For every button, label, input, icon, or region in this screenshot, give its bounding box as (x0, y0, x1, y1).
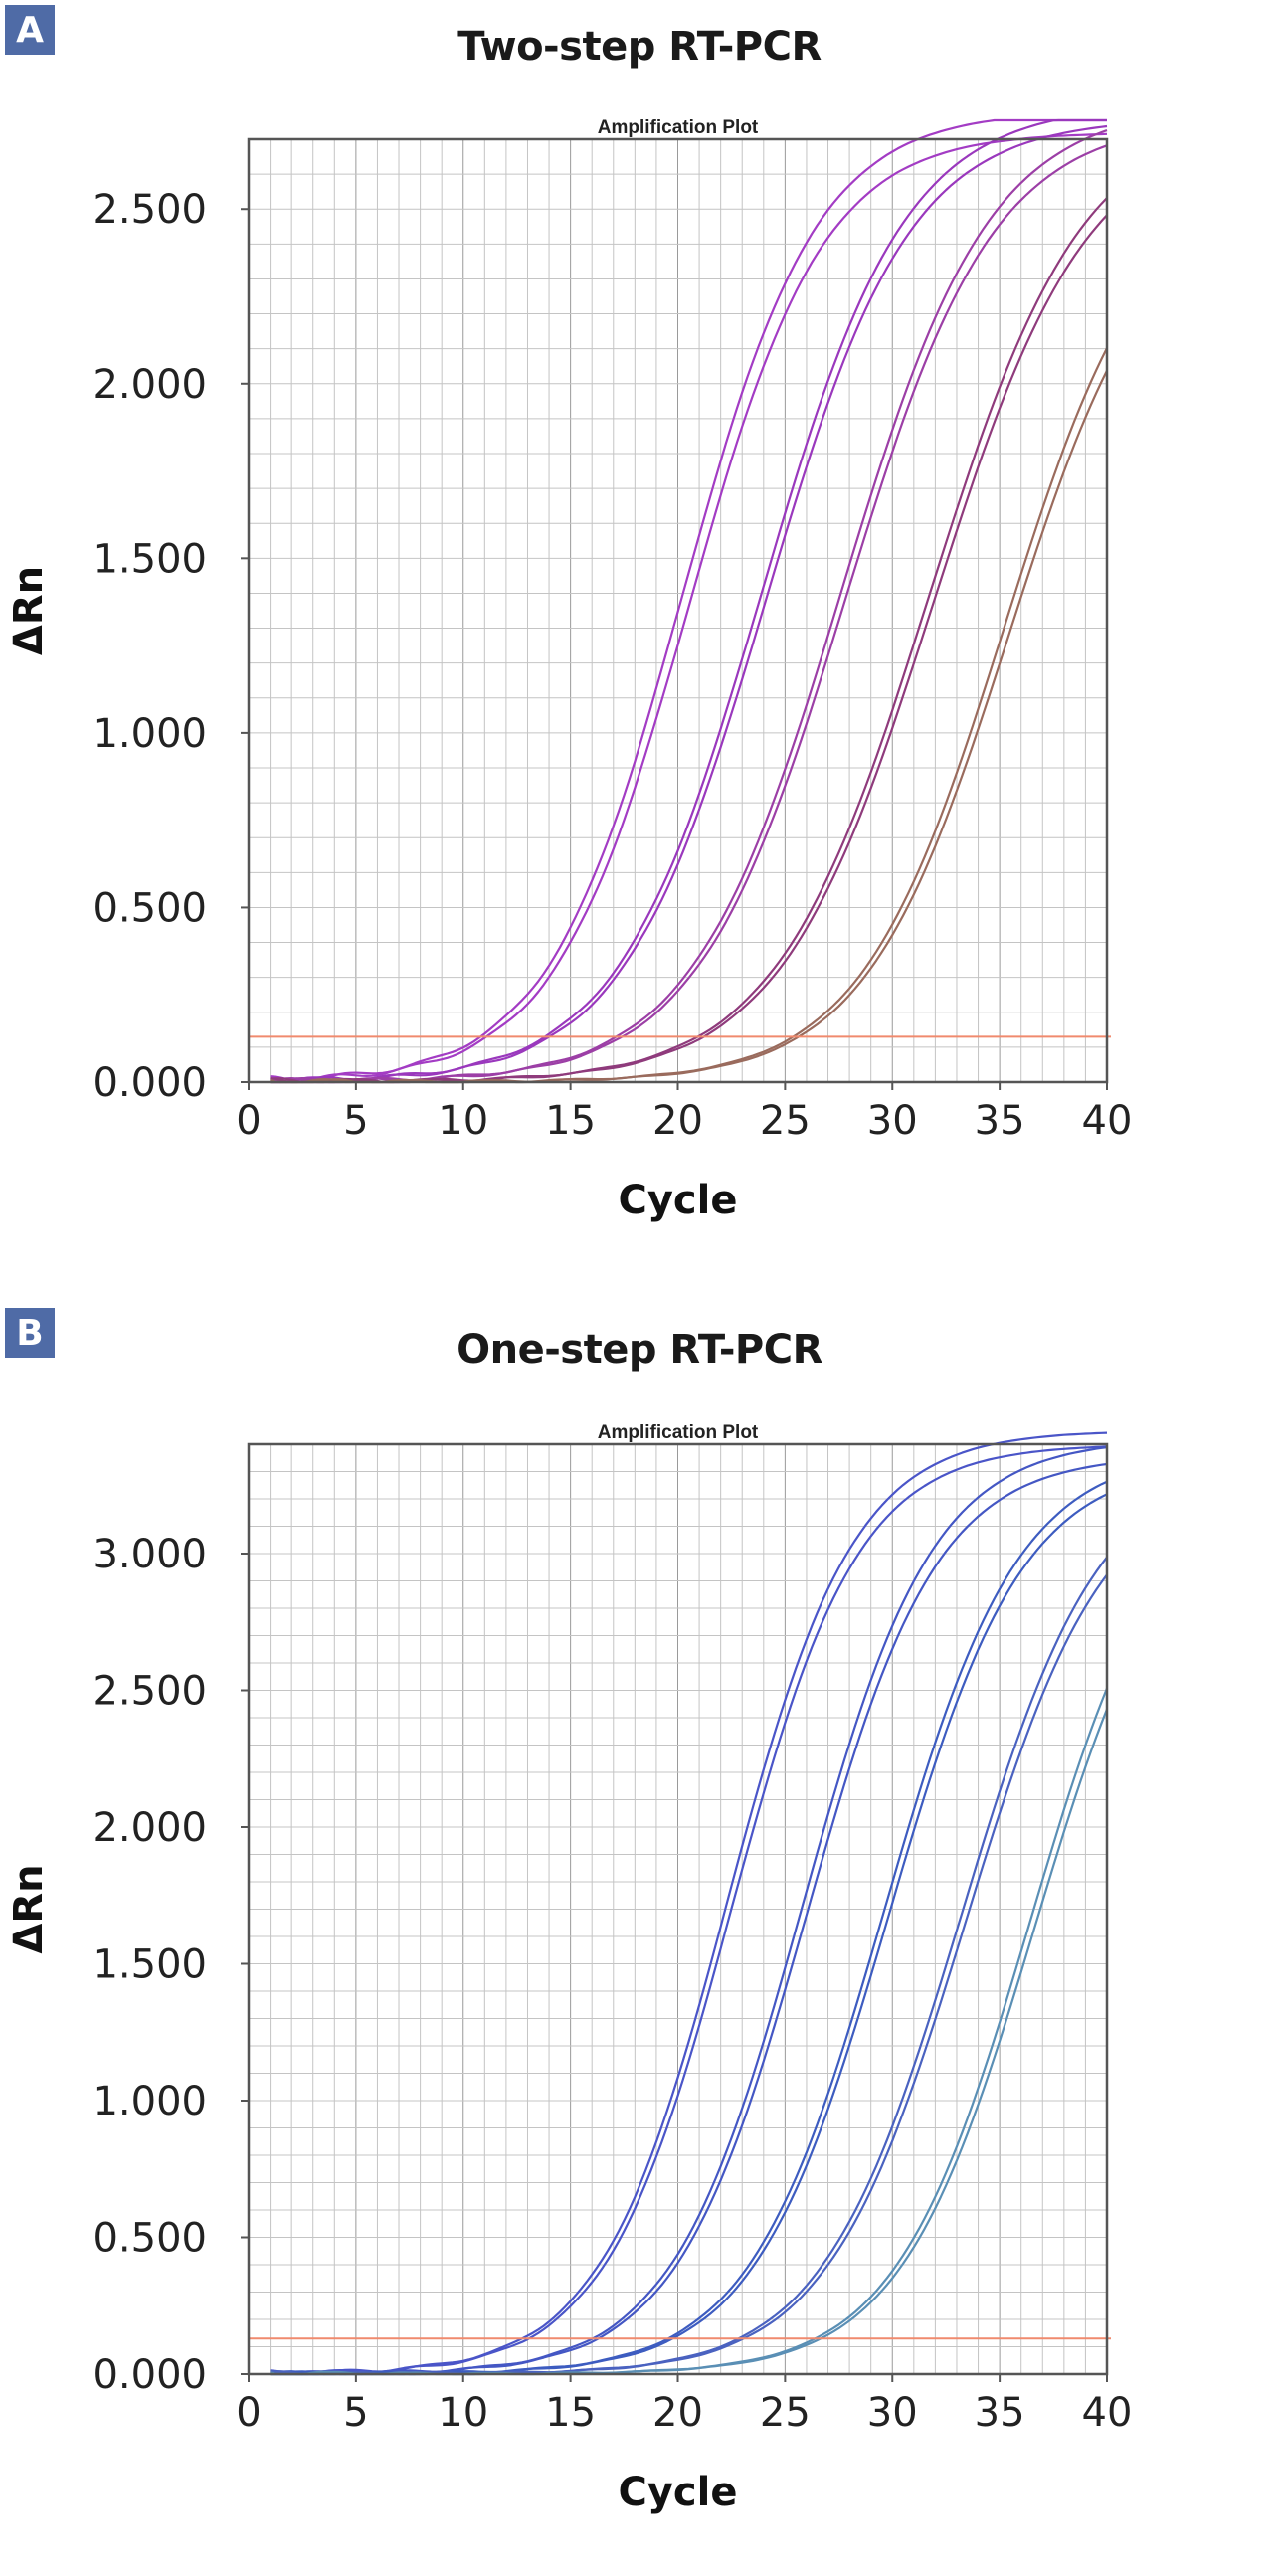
amplification-plot-b: Amplification Plot 0 5 10 15 20 25 30 35 40 0.000 0… (6, 1422, 1133, 2515)
panel-b: B One-step RT-PCR Amplification Plot 0 5 10… (0, 1303, 1279, 2576)
x-tick-label: 10 (438, 1098, 488, 1144)
x-tick-label: 15 (545, 2390, 596, 2436)
amplification-curve (270, 118, 1107, 1084)
amplification-curve (270, 370, 1108, 1084)
x-tick-label: 20 (652, 1098, 703, 1144)
x-tick-label: 0 (236, 2390, 261, 2436)
y-axis-title: ΔRn (6, 1864, 52, 1953)
y-tick-label: 0.500 (92, 2216, 207, 2262)
y-tick-label: 2.000 (92, 1805, 207, 1851)
x-tick-label: 40 (1082, 1098, 1133, 1144)
chart-title: One-step RT-PCR (457, 1327, 822, 1373)
panel-label: B (5, 1308, 55, 1358)
y-tick-label: 0.000 (92, 1060, 207, 1106)
amplification-curve (270, 132, 1108, 1084)
y-tick-label: 2.500 (92, 1669, 207, 1715)
y-tick-label: 2.000 (92, 362, 207, 408)
y-tick-label: 1.000 (92, 711, 207, 757)
amplification-curve (270, 1446, 1108, 2376)
x-tick-label: 0 (236, 1098, 261, 1144)
x-axis-title: Cycle (619, 1178, 738, 1223)
amplification-curve (270, 1708, 1109, 2376)
amplification-curve (270, 1445, 1108, 2376)
y-axis-title: ΔRn (6, 566, 52, 655)
x-tick-label: 15 (545, 1098, 596, 1144)
panel-label: A (5, 5, 55, 55)
y-tick-label: 0.500 (92, 885, 207, 931)
y-tick-label: 0.000 (92, 2352, 207, 2398)
y-tick-label: 2.500 (92, 187, 207, 233)
y-tick-label: 1.500 (92, 536, 207, 582)
x-tick-label: 20 (652, 2390, 703, 2436)
x-tick-label: 35 (975, 2390, 1025, 2436)
amplification-plot-a: Amplification Plot 0 5 10 15 20 25 30 35 40 0.000 0… (6, 117, 1133, 1223)
panel-a: A Two-step RT-PCR Amplification Plot 0 5 10… (0, 0, 1279, 1273)
y-tick-label: 1.500 (92, 1942, 207, 1988)
amplification-curve (270, 124, 1108, 1084)
grid (249, 1444, 1107, 2374)
x-tick-label: 5 (343, 2390, 368, 2436)
plot-header: Amplification Plot (598, 1422, 759, 1443)
x-tick-label: 40 (1082, 2390, 1133, 2436)
x-axis-title: Cycle (619, 2470, 738, 2515)
x-tick-label: 30 (867, 2390, 918, 2436)
x-tick-label: 35 (975, 1098, 1025, 1144)
x-tick-label: 25 (760, 2390, 811, 2436)
grid (249, 139, 1107, 1082)
y-tick-label: 3.000 (92, 1532, 207, 1577)
x-tick-label: 25 (760, 1098, 811, 1144)
y-tick-label: 1.000 (92, 2079, 207, 2124)
x-tick-label: 10 (438, 2390, 488, 2436)
plot-header: Amplification Plot (598, 117, 759, 138)
x-tick-label: 30 (867, 1098, 918, 1144)
chart-title: Two-step RT-PCR (457, 24, 822, 70)
x-tick-label: 5 (343, 1098, 368, 1144)
